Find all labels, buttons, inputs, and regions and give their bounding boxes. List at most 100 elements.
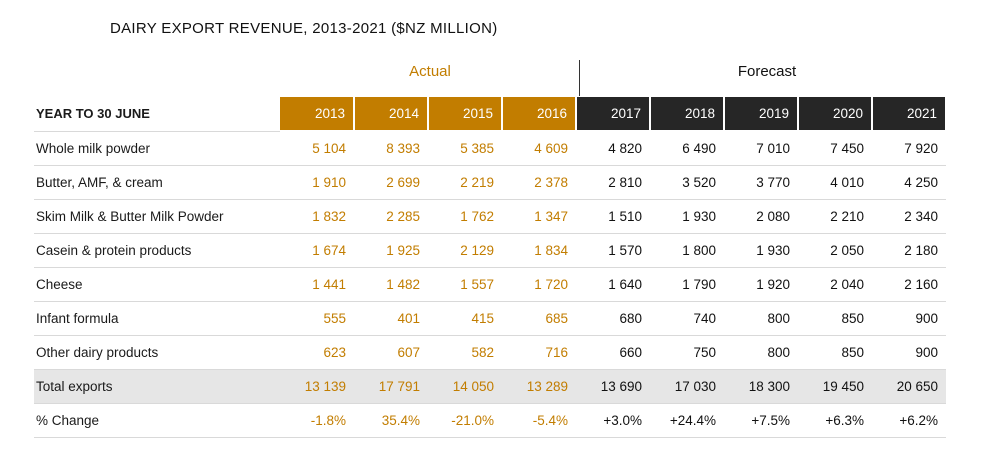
row-label: Cheese — [34, 267, 280, 302]
forecast-value-cell: 680 — [576, 301, 650, 336]
year-header-2020: 2020 — [798, 97, 873, 132]
actual-value-cell: 623 — [280, 335, 354, 370]
forecast-value-cell: 900 — [872, 335, 946, 370]
row-label: % Change — [34, 403, 280, 438]
row-label: Infant formula — [34, 301, 280, 336]
forecast-value-cell: 4 820 — [576, 131, 650, 166]
table-row: Whole milk powder 5 104 8 393 5 385 4 609 4 8… — [34, 131, 946, 166]
dairy-export-table: YEAR TO 30 JUNE 2013 2014 2015 2016 2017… — [34, 97, 947, 438]
forecast-value-cell: 850 — [798, 301, 872, 336]
forecast-value-cell: 1 790 — [650, 267, 724, 302]
forecast-value-cell: +7.5% — [724, 403, 798, 438]
forecast-value-cell: 800 — [724, 301, 798, 336]
forecast-value-cell: 2 340 — [872, 199, 946, 234]
forecast-value-cell: 1 930 — [724, 233, 798, 268]
row-label: Other dairy products — [34, 335, 280, 370]
forecast-value-cell: 2 180 — [872, 233, 946, 268]
actual-value-cell: 14 050 — [428, 369, 502, 404]
forecast-value-cell: 19 450 — [798, 369, 872, 404]
forecast-value-cell: 13 690 — [576, 369, 650, 404]
forecast-value-cell: 3 770 — [724, 165, 798, 200]
actual-value-cell: -21.0% — [428, 403, 502, 438]
actual-value-cell: 1 925 — [354, 233, 428, 268]
table-row: Butter, AMF, & cream 1 910 2 699 2 219 2 378… — [34, 165, 946, 200]
actual-value-cell: -1.8% — [280, 403, 354, 438]
actual-value-cell: -5.4% — [502, 403, 576, 438]
year-header-2014: 2014 — [354, 97, 429, 132]
actual-value-cell: 1 834 — [502, 233, 576, 268]
actual-value-cell: 1 762 — [428, 199, 502, 234]
table-row: Casein & protein products 1 674 1 925 2 129… — [34, 233, 946, 268]
actual-value-cell: 1 832 — [280, 199, 354, 234]
table-row: Infant formula 555 401 415 685 680 740 800 850 90… — [34, 301, 946, 336]
forecast-value-cell: 1 920 — [724, 267, 798, 302]
actual-value-cell: 1 557 — [428, 267, 502, 302]
forecast-value-cell: 850 — [798, 335, 872, 370]
actual-value-cell: 35.4% — [354, 403, 428, 438]
actual-value-cell: 2 219 — [428, 165, 502, 200]
forecast-value-cell: 800 — [724, 335, 798, 370]
forecast-value-cell: +3.0% — [576, 403, 650, 438]
forecast-value-cell: 1 570 — [576, 233, 650, 268]
year-header-2019: 2019 — [724, 97, 799, 132]
forecast-value-cell: +6.3% — [798, 403, 872, 438]
forecast-value-cell: 7 920 — [872, 131, 946, 166]
actual-value-cell: 555 — [280, 301, 354, 336]
forecast-value-cell: 2 050 — [798, 233, 872, 268]
actual-value-cell: 401 — [354, 301, 428, 336]
actual-value-cell: 582 — [428, 335, 502, 370]
actual-value-cell: 2 378 — [502, 165, 576, 200]
row-label: Skim Milk & Butter Milk Powder — [34, 199, 280, 234]
forecast-value-cell: 1 800 — [650, 233, 724, 268]
table-row: Skim Milk & Butter Milk Powder 1 832 2 285… — [34, 199, 946, 234]
forecast-value-cell: +24.4% — [650, 403, 724, 438]
forecast-value-cell: 2 080 — [724, 199, 798, 234]
actual-value-cell: 716 — [502, 335, 576, 370]
year-header-label: YEAR TO 30 JUNE — [34, 97, 280, 132]
forecast-value-cell: 660 — [576, 335, 650, 370]
actual-value-cell: 2 285 — [354, 199, 428, 234]
actual-value-cell: 5 385 — [428, 131, 502, 166]
actual-value-cell: 607 — [354, 335, 428, 370]
forecast-value-cell: +6.2% — [872, 403, 946, 438]
actual-group-label: Actual — [409, 63, 451, 80]
actual-value-cell: 1 482 — [354, 267, 428, 302]
forecast-value-cell: 3 520 — [650, 165, 724, 200]
change-row: % Change -1.8% 35.4% -21.0% -5.4% +3.0% +24.4%… — [34, 403, 946, 438]
year-header-2016: 2016 — [502, 97, 577, 132]
forecast-value-cell: 2 810 — [576, 165, 650, 200]
actual-value-cell: 5 104 — [280, 131, 354, 166]
year-header-2017: 2017 — [576, 97, 651, 132]
row-label: Butter, AMF, & cream — [34, 165, 280, 200]
actual-value-cell: 8 393 — [354, 131, 428, 166]
actual-value-cell: 685 — [502, 301, 576, 336]
actual-value-cell: 2 129 — [428, 233, 502, 268]
forecast-value-cell: 18 300 — [724, 369, 798, 404]
forecast-value-cell: 2 160 — [872, 267, 946, 302]
year-header-2015: 2015 — [428, 97, 503, 132]
actual-value-cell: 1 674 — [280, 233, 354, 268]
group-divider — [579, 60, 580, 96]
actual-value-cell: 17 791 — [354, 369, 428, 404]
forecast-group-label: Forecast — [737, 63, 797, 80]
forecast-value-cell: 7 010 — [724, 131, 798, 166]
year-header-2013: 2013 — [280, 97, 355, 132]
table-title: DAIRY EXPORT REVENUE, 2013-2021 ($NZ MIL… — [110, 20, 498, 37]
forecast-value-cell: 20 650 — [872, 369, 946, 404]
actual-value-cell: 13 289 — [502, 369, 576, 404]
forecast-value-cell: 1 930 — [650, 199, 724, 234]
actual-value-cell: 1 441 — [280, 267, 354, 302]
forecast-value-cell: 740 — [650, 301, 724, 336]
forecast-value-cell: 750 — [650, 335, 724, 370]
forecast-value-cell: 900 — [872, 301, 946, 336]
forecast-value-cell: 4 250 — [872, 165, 946, 200]
table-row: Cheese 1 441 1 482 1 557 1 720 1 640 1 790 1 92… — [34, 267, 946, 302]
forecast-value-cell: 1 640 — [576, 267, 650, 302]
forecast-value-cell: 4 010 — [798, 165, 872, 200]
row-label: Casein & protein products — [34, 233, 280, 268]
actual-value-cell: 13 139 — [280, 369, 354, 404]
forecast-value-cell: 2 210 — [798, 199, 872, 234]
actual-value-cell: 1 720 — [502, 267, 576, 302]
row-label: Total exports — [34, 369, 280, 404]
forecast-value-cell: 7 450 — [798, 131, 872, 166]
